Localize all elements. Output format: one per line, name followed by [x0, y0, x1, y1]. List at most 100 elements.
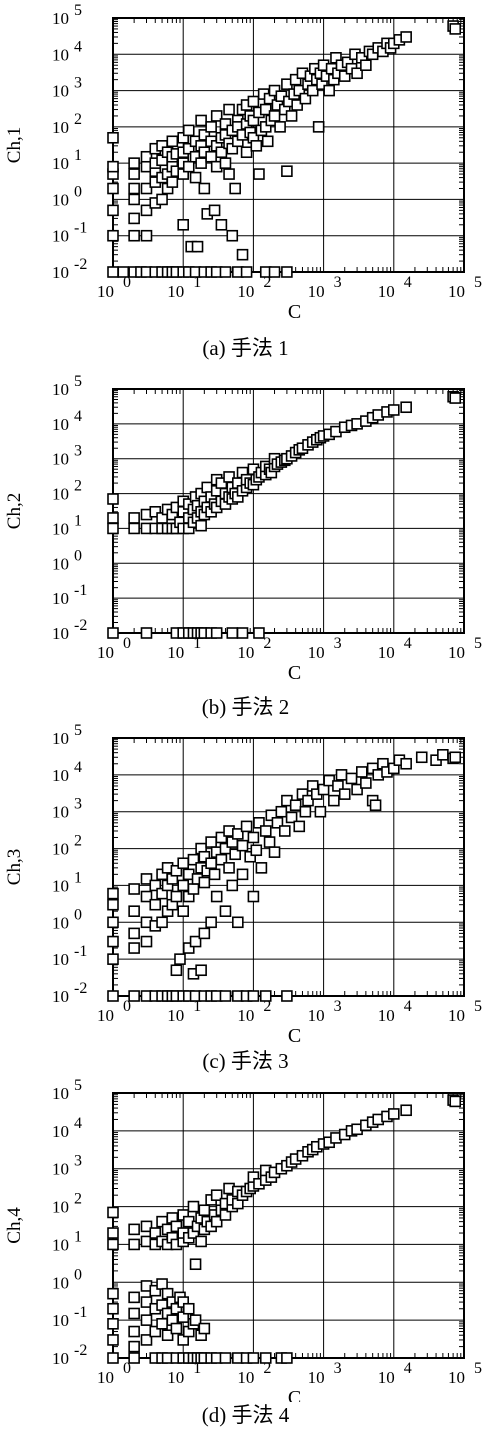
data-point	[271, 817, 284, 829]
data-point	[177, 218, 189, 231]
chart-panel-b: 10 -2 10 -1 10 0 10 1 10 2 10 3 10 4 10 5 10 0 10 1 10 2 10 3 10…	[0, 365, 491, 720]
data-point	[107, 887, 119, 900]
y-tick-label: 10	[52, 729, 69, 748]
data-point	[198, 129, 211, 141]
y-tick-label: 10	[52, 1311, 69, 1330]
data-point	[293, 84, 306, 97]
data-point	[387, 1108, 400, 1120]
y-tick-exponent: 2	[74, 1191, 82, 1208]
data-point	[240, 820, 253, 833]
data-point	[210, 627, 223, 639]
data-point	[107, 935, 119, 948]
data-point	[247, 990, 260, 1002]
data-point	[250, 844, 263, 857]
data-point	[149, 1284, 162, 1297]
data-point	[281, 1352, 293, 1364]
data-point	[236, 248, 249, 261]
x-tick-exponent: 0	[123, 274, 131, 291]
y-tick-label: 10	[52, 554, 69, 573]
y-tick-label: 10	[52, 190, 69, 209]
data-point	[338, 70, 351, 82]
data-point	[312, 121, 325, 133]
chart-caption-b: (b) 手法 2	[201, 695, 290, 719]
x-tick-exponent: 4	[404, 274, 412, 291]
data-point	[140, 935, 153, 948]
data-point	[205, 857, 217, 870]
data-point	[253, 817, 265, 829]
x-tick-label: 10	[308, 1368, 325, 1387]
data-point	[107, 1206, 119, 1219]
x-tick-label: 10	[97, 643, 114, 662]
y-tick-exponent: 1	[74, 512, 82, 529]
y-tick-label: 10	[52, 154, 69, 173]
data-point	[128, 522, 140, 535]
data-point	[274, 121, 286, 133]
y-tick-exponent: 0	[74, 547, 82, 564]
data-point	[128, 1325, 140, 1338]
data-point	[117, 266, 130, 278]
data-point	[219, 990, 232, 1002]
data-point	[219, 118, 232, 130]
data-point	[415, 751, 428, 764]
chart-panel-a: 10 -2 10 -1 10 0 10 1 10 2 10 3 10 4 10 5 10 0 10 1 10 2 10 3 10…	[0, 0, 491, 365]
data-point	[400, 757, 412, 770]
data-point	[244, 850, 256, 863]
x-tick-exponent: 2	[263, 635, 271, 652]
data-point	[107, 512, 119, 524]
x-tick-exponent: 4	[404, 1360, 412, 1377]
data-point	[198, 1204, 211, 1217]
data-point	[128, 1352, 140, 1364]
data-point	[215, 218, 228, 231]
data-point	[278, 825, 291, 837]
data-point	[205, 150, 217, 163]
y-tick-exponent: -1	[74, 582, 87, 599]
data-point	[140, 229, 153, 242]
x-tick-label: 10	[308, 282, 325, 301]
y-tick-exponent: -1	[74, 1304, 87, 1321]
data-point	[208, 868, 221, 881]
data-point	[161, 1329, 174, 1342]
data-point	[259, 990, 272, 1002]
x-tick-label: 10	[448, 1368, 465, 1387]
y-tick-label: 10	[52, 589, 69, 608]
data-point	[128, 212, 140, 225]
data-point	[107, 1238, 119, 1251]
y-tick-exponent: 3	[74, 1153, 82, 1170]
data-point	[128, 1223, 140, 1236]
data-point	[259, 1352, 272, 1364]
data-point	[281, 266, 293, 278]
y-tick-exponent: 3	[74, 75, 82, 92]
x-tick-label: 10	[378, 1006, 395, 1025]
data-point	[437, 749, 449, 761]
data-point	[149, 879, 162, 892]
data-point	[107, 1318, 119, 1330]
data-point	[128, 1307, 140, 1320]
y-tick-exponent: 1	[74, 1228, 82, 1245]
data-point	[182, 1302, 195, 1315]
data-point	[281, 990, 293, 1002]
y-tick-label: 10	[52, 624, 69, 643]
data-point	[170, 890, 183, 903]
data-point	[205, 121, 217, 133]
data-point	[140, 204, 153, 217]
data-point	[166, 135, 179, 148]
data-point	[107, 1287, 119, 1300]
data-point	[247, 890, 260, 903]
y-tick-exponent: 5	[74, 373, 82, 390]
x-tick-exponent: 5	[474, 998, 482, 1015]
data-point	[107, 953, 119, 965]
x-tick-label: 10	[167, 643, 184, 662]
data-point	[128, 168, 140, 180]
y-tick-exponent: 5	[74, 2, 82, 19]
data-point	[449, 392, 462, 404]
y-tick-label: 10	[52, 1273, 69, 1292]
data-point	[149, 1227, 162, 1239]
data-point	[338, 788, 351, 800]
data-point	[149, 1325, 162, 1338]
data-point	[177, 905, 189, 917]
data-point	[140, 182, 153, 195]
y-tick-exponent: 0	[74, 906, 82, 923]
data-point	[107, 522, 119, 535]
data-point	[107, 1334, 119, 1346]
data-point	[285, 811, 298, 824]
